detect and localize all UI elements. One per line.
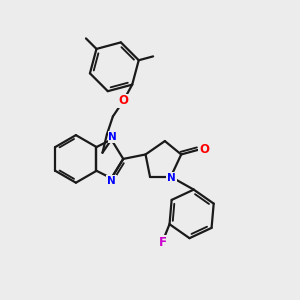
Text: O: O (118, 94, 128, 107)
Text: N: N (107, 176, 116, 186)
Text: N: N (109, 132, 117, 142)
Text: F: F (159, 236, 167, 249)
Text: N: N (167, 173, 176, 183)
Text: O: O (199, 142, 209, 156)
